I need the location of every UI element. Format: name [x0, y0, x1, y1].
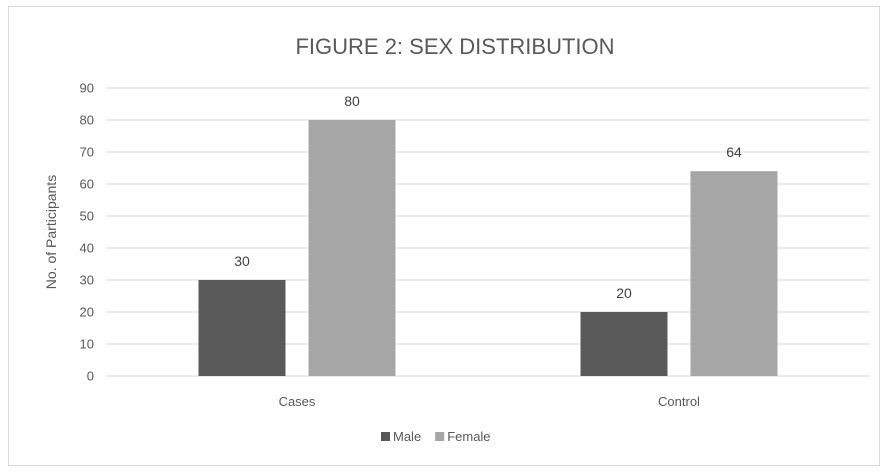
y-tick-label: 70: [80, 145, 94, 160]
bar-control-female: [690, 171, 778, 376]
legend: Male Female: [381, 429, 491, 444]
x-tick-label: Control: [658, 394, 700, 409]
y-axis-title: No. of Participants: [43, 175, 59, 289]
chart-title: FIGURE 2: SEX DISTRIBUTION: [295, 34, 614, 59]
y-tick-label: 20: [80, 305, 94, 320]
legend-label-male: Male: [393, 429, 421, 444]
x-tick-label: Cases: [279, 394, 316, 409]
y-tick-label: 60: [80, 177, 94, 192]
legend-label-female: Female: [447, 429, 490, 444]
y-axis-ticks: 0 10 20 30 40 50 60 70 80 90: [80, 81, 94, 384]
data-label-control-male: 20: [616, 285, 632, 301]
y-tick-label: 0: [87, 369, 94, 384]
data-label-cases-male: 30: [234, 253, 250, 269]
y-tick-label: 50: [80, 209, 94, 224]
y-tick-label: 30: [80, 273, 94, 288]
legend-swatch-male: [381, 432, 390, 441]
data-label-cases-female: 80: [344, 93, 360, 109]
y-tick-label: 40: [80, 241, 94, 256]
x-axis-ticks: Cases Control: [279, 394, 700, 409]
y-tick-label: 10: [80, 337, 94, 352]
bar-control-male: [580, 312, 668, 376]
y-tick-label: 80: [80, 113, 94, 128]
data-label-control-female: 64: [726, 144, 742, 160]
data-labels: 30 80 20 64: [234, 93, 742, 301]
bar-cases-male: [198, 280, 286, 376]
legend-swatch-female: [435, 432, 445, 441]
bars: [198, 120, 778, 376]
bar-cases-female: [308, 120, 396, 376]
y-tick-label: 90: [80, 81, 94, 96]
